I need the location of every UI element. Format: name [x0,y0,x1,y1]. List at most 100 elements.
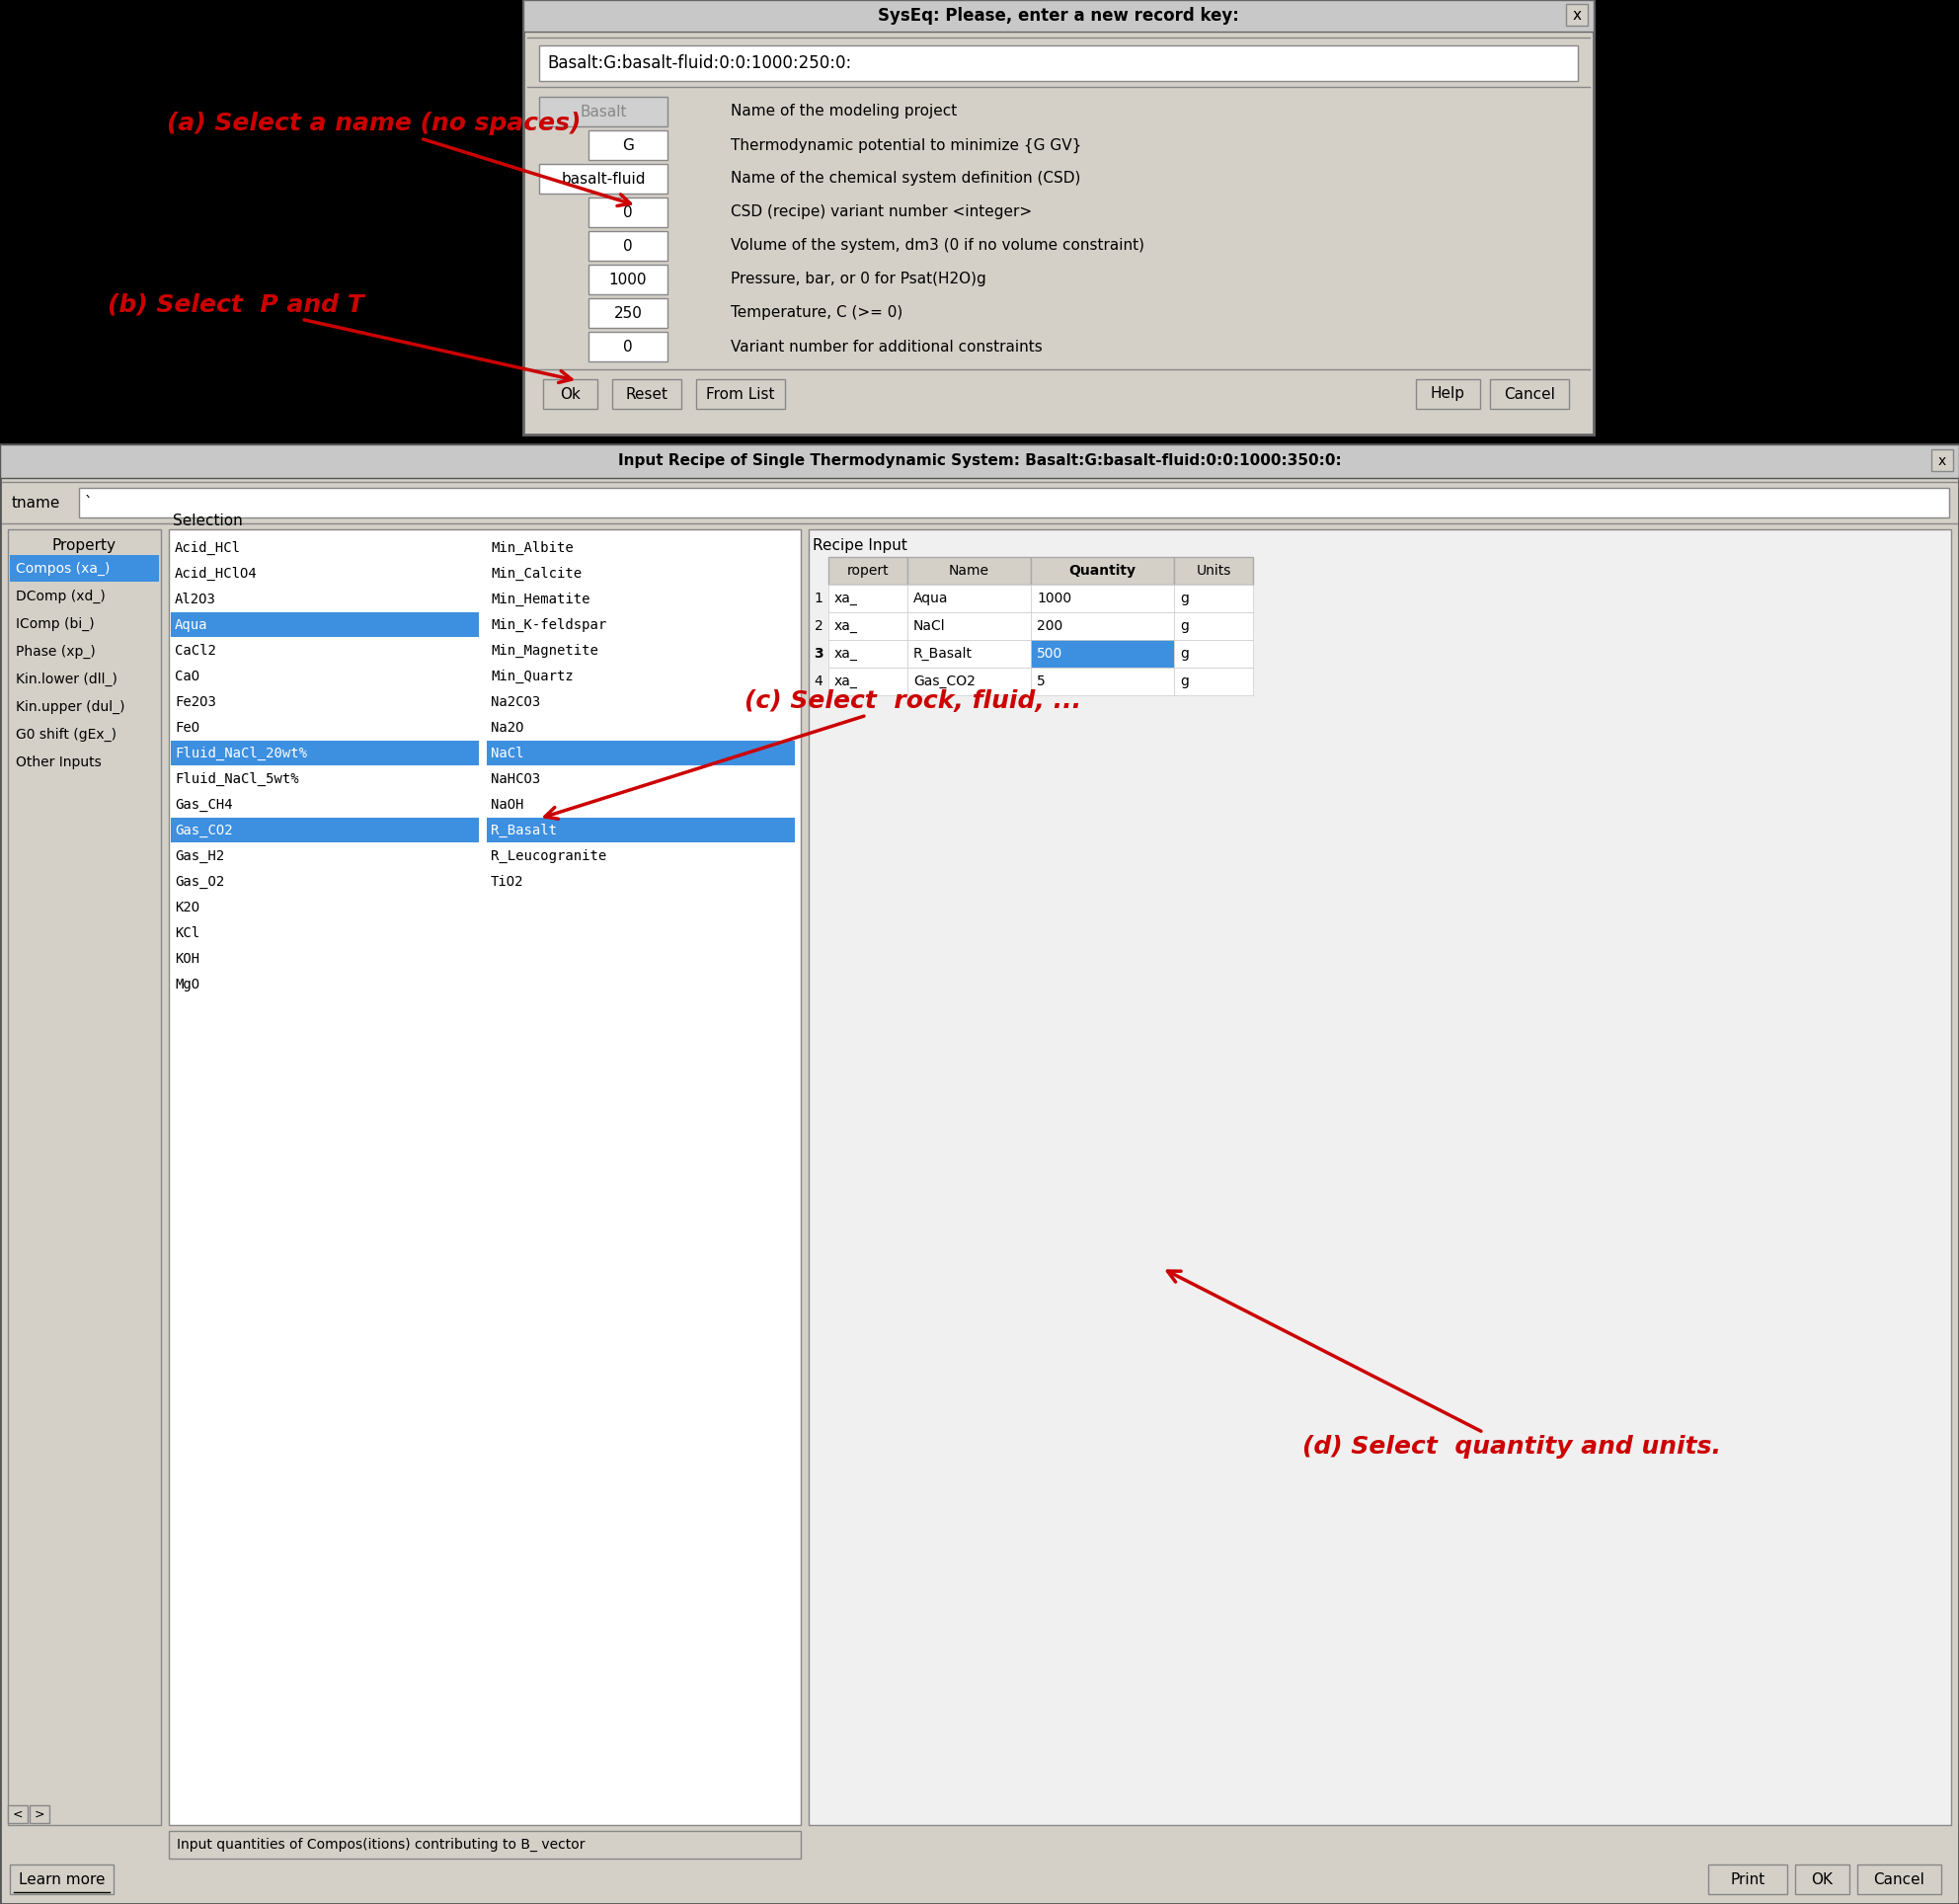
FancyBboxPatch shape [1030,640,1173,668]
Text: Help: Help [1430,387,1465,402]
FancyBboxPatch shape [8,529,161,1826]
Text: 1: 1 [815,592,823,605]
Text: Aqua: Aqua [913,592,948,605]
Text: Compos (xa_): Compos (xa_) [16,562,110,575]
Text: Min_K-feldspar: Min_K-feldspar [492,619,607,632]
Text: <: < [12,1807,24,1820]
Text: 0: 0 [623,206,633,219]
FancyBboxPatch shape [907,558,1030,585]
Text: Input Recipe of Single Thermodynamic System: Basalt:G:basalt-fluid:0:0:1000:350:: Input Recipe of Single Thermodynamic Sys… [617,453,1342,468]
Text: Gas_O2: Gas_O2 [174,876,225,889]
FancyBboxPatch shape [809,529,1951,1826]
FancyBboxPatch shape [588,265,668,295]
Text: (a) Select a name (no spaces): (a) Select a name (no spaces) [167,112,631,206]
FancyBboxPatch shape [1708,1864,1787,1894]
FancyBboxPatch shape [10,554,159,581]
Text: xa_: xa_ [835,592,858,605]
Text: R_Basalt: R_Basalt [492,824,556,838]
FancyBboxPatch shape [588,129,668,160]
FancyBboxPatch shape [170,741,478,765]
FancyBboxPatch shape [1030,613,1173,640]
FancyBboxPatch shape [1173,558,1254,585]
Text: Al2O3: Al2O3 [174,592,215,605]
Text: Na2O: Na2O [492,722,523,735]
Text: Gas_CH4: Gas_CH4 [174,798,233,811]
Text: (d) Select  quantity and units.: (d) Select quantity and units. [1168,1272,1722,1458]
Text: Gas_CO2: Gas_CO2 [174,824,233,838]
Text: 200: 200 [1036,619,1062,632]
Text: Thermodynamic potential to minimize {G GV}: Thermodynamic potential to minimize {G G… [731,137,1081,152]
Text: 500: 500 [1036,647,1062,661]
Text: Fluid_NaCl_20wt%: Fluid_NaCl_20wt% [174,746,308,760]
FancyBboxPatch shape [1173,613,1254,640]
FancyBboxPatch shape [611,379,682,409]
Text: 4: 4 [815,674,823,689]
Text: g: g [1179,592,1189,605]
Text: Reset: Reset [625,387,668,402]
Text: FeO: FeO [174,722,200,735]
Text: Phase (xp_): Phase (xp_) [16,645,96,659]
Text: Variant number for additional constraints: Variant number for additional constraint… [731,339,1042,354]
Text: 1000: 1000 [609,272,646,288]
FancyBboxPatch shape [0,444,1959,478]
Text: Recipe Input: Recipe Input [813,537,907,552]
Text: Temperature, C (>= 0): Temperature, C (>= 0) [731,307,903,320]
FancyBboxPatch shape [539,164,668,194]
Text: 1000: 1000 [1036,592,1072,605]
FancyBboxPatch shape [539,46,1577,82]
Text: Min_Hematite: Min_Hematite [492,592,590,607]
Text: G0 shift (gEx_): G0 shift (gEx_) [16,727,116,743]
Text: Ok: Ok [560,387,580,402]
FancyBboxPatch shape [170,613,478,638]
Text: 0: 0 [623,339,633,354]
Text: Fluid_NaCl_5wt%: Fluid_NaCl_5wt% [174,773,300,786]
Text: 5: 5 [1036,674,1046,689]
Text: Gas_CO2: Gas_CO2 [913,674,976,689]
Text: R_Basalt: R_Basalt [913,647,972,661]
Text: IComp (bi_): IComp (bi_) [16,617,94,630]
Text: >: > [35,1807,45,1820]
FancyBboxPatch shape [543,379,597,409]
FancyBboxPatch shape [523,0,1595,32]
FancyBboxPatch shape [1416,379,1481,409]
FancyBboxPatch shape [10,1864,114,1894]
Text: Acid_HClO4: Acid_HClO4 [174,567,257,581]
FancyBboxPatch shape [1030,585,1173,613]
FancyBboxPatch shape [1932,449,1953,470]
Text: MgO: MgO [174,977,200,992]
Text: `: ` [84,495,92,510]
Text: 3: 3 [813,647,823,661]
Text: Other Inputs: Other Inputs [16,756,102,769]
Text: 2: 2 [815,619,823,632]
Text: Gas_H2: Gas_H2 [174,849,225,863]
Text: x: x [1573,8,1581,23]
Text: G: G [623,137,635,152]
Text: 0: 0 [623,238,633,253]
FancyBboxPatch shape [695,379,786,409]
FancyBboxPatch shape [168,1832,801,1858]
Text: tname: tname [12,495,61,510]
Text: (b) Select  P and T: (b) Select P and T [108,293,572,383]
Text: g: g [1179,647,1189,661]
FancyBboxPatch shape [1030,668,1173,695]
FancyBboxPatch shape [1173,640,1254,668]
Text: NaHCO3: NaHCO3 [492,773,541,786]
Text: KCl: KCl [174,927,200,941]
FancyBboxPatch shape [29,1805,49,1822]
FancyBboxPatch shape [486,817,795,842]
Text: Property: Property [53,537,116,552]
Text: Cancel: Cancel [1873,1872,1926,1887]
Text: Cancel: Cancel [1505,387,1555,402]
FancyBboxPatch shape [907,585,1030,613]
FancyBboxPatch shape [1173,585,1254,613]
Text: Selection: Selection [172,514,243,529]
Text: Basalt: Basalt [580,105,627,118]
Text: Input quantities of Compos(itions) contributing to B_ vector: Input quantities of Compos(itions) contr… [176,1837,586,1853]
Text: Min_Albite: Min_Albite [492,541,574,556]
Text: KOH: KOH [174,952,200,965]
Text: (c) Select  rock, fluid, ...: (c) Select rock, fluid, ... [545,689,1081,819]
FancyBboxPatch shape [907,613,1030,640]
Text: g: g [1179,619,1189,632]
Text: ropert: ropert [846,564,889,577]
Text: TiO2: TiO2 [492,876,523,889]
